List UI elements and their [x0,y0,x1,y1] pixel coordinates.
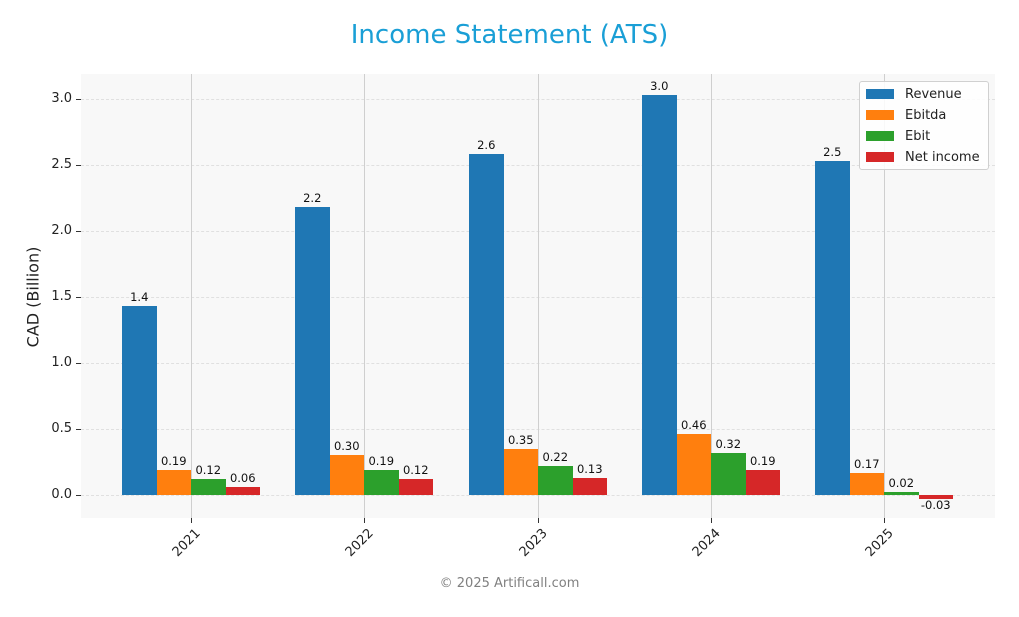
chart-title: Income Statement (ATS) [350,20,669,50]
bar-ebitda-2025 [849,472,884,495]
legend-swatch-icon [866,89,894,99]
legend-item-ebitda: Ebitda [866,106,946,124]
legend-label: Net income [905,149,980,165]
footer-credit: © 2025 Artificall.com [439,576,580,591]
x-gridline [364,74,365,518]
legend-item-revenue: Revenue [866,85,962,103]
bar-value-label: 0.06 [229,471,256,486]
legend-swatch-icon [866,110,894,120]
bar-ebit-2024 [711,452,746,495]
bar-revenue-2021 [122,306,157,495]
bar-ebit-2022 [364,469,399,495]
bar-value-label: 2.6 [477,138,496,153]
x-tick-label: 2021 [169,526,204,561]
legend-item-net-income: Net income [866,148,980,166]
bar-ebitda-2024 [676,434,711,495]
bar-value-label: 0.13 [576,461,603,476]
y-tick-mark [76,99,81,100]
legend-label: Ebitda [905,107,947,123]
x-tick-mark [538,518,539,523]
bar-ebitda-2021 [156,469,191,495]
x-gridline [884,74,885,518]
y-tick-mark [76,165,81,166]
bar-value-label: 0.30 [333,439,360,454]
y-tick-label: 1.0 [51,355,72,370]
legend-swatch-icon [866,152,894,162]
y-tick-mark [76,231,81,232]
bar-ebit-2021 [191,479,226,495]
bar-value-label: 0.22 [542,449,569,464]
bar-value-label: 0.19 [368,453,395,468]
y-tick-label: 1.5 [51,289,72,304]
bar-value-label: -0.03 [920,498,951,512]
bar-value-label: 2.5 [823,145,842,160]
y-tick-mark [76,297,81,298]
legend-item-ebit: Ebit [866,127,930,145]
y-tick-label: 3.0 [51,91,72,106]
x-tick-label: 2022 [342,526,377,561]
bar-net-income-2024 [745,469,780,495]
bar-value-label: 0.12 [195,463,222,478]
legend-swatch-icon [866,131,894,141]
bar-value-label: 0.02 [888,476,915,491]
bar-value-label: 1.4 [130,290,149,305]
bar-value-label: 0.17 [853,456,880,471]
legend-label: Ebit [905,128,931,144]
y-tick-mark [76,429,81,430]
x-tick-mark [884,518,885,523]
x-gridline [538,74,539,518]
legend-label: Revenue [905,86,962,102]
bar-revenue-2025 [815,161,850,495]
y-tick-mark [76,363,81,364]
plot-area: 1.4 2.2 2.6 3.0 2.5 0.19 0.30 0.35 0.46 0.17 0.12 0… [81,74,995,518]
bar-value-label: 0.32 [715,436,742,451]
x-tick-label: 2023 [516,526,551,561]
bar-ebit-2023 [538,465,573,495]
x-gridline [711,74,712,518]
bar-value-label: 0.19 [160,453,187,468]
x-tick-mark [191,518,192,523]
legend: Revenue Ebitda Ebit Net income [859,81,989,170]
y-tick-label: 0.0 [51,487,72,502]
x-tick-mark [364,518,365,523]
bar-value-label: 3.0 [650,79,669,94]
bar-value-label: 0.12 [402,463,429,478]
x-tick-mark [711,518,712,523]
y-tick-mark [76,495,81,496]
x-tick-label: 2024 [689,526,724,561]
bar-value-label: 0.46 [680,418,707,433]
bar-ebitda-2023 [503,448,538,495]
x-gridline [191,74,192,518]
bar-net-income-2022 [398,479,433,495]
bar-value-label: 0.19 [749,453,776,468]
bar-ebit-2025 [884,492,919,495]
bar-net-income-2023 [572,477,607,495]
bar-net-income-2021 [225,487,260,495]
bar-revenue-2023 [469,154,504,495]
y-tick-label: 0.5 [51,421,72,436]
bar-ebitda-2022 [329,455,364,495]
y-tick-label: 2.5 [51,157,72,172]
x-tick-label: 2025 [862,526,897,561]
bar-value-label: 2.2 [303,191,322,206]
bar-revenue-2024 [642,95,677,495]
y-tick-label: 2.0 [51,223,72,238]
bar-value-label: 0.35 [507,432,534,447]
bar-net-income-2025 [918,495,953,499]
bar-revenue-2022 [295,207,330,495]
